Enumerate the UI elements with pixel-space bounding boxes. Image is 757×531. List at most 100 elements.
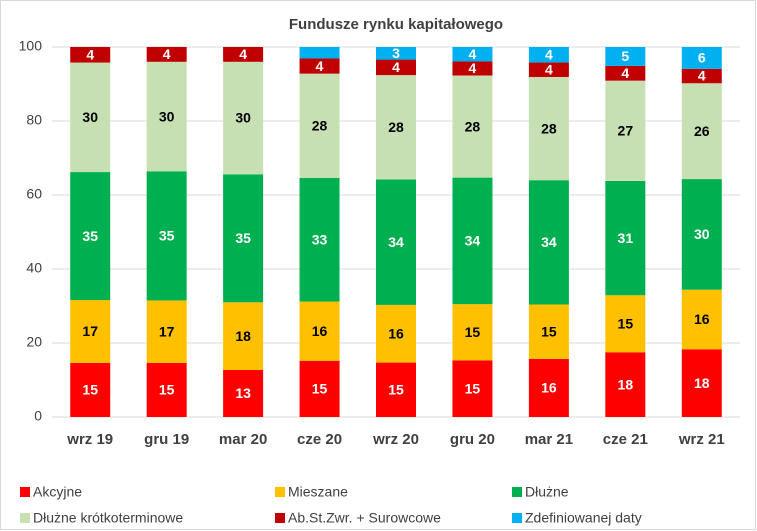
y-tick-label: 80 bbox=[26, 112, 42, 128]
bar-segment bbox=[605, 65, 646, 81]
x-tick-label: wrz 20 bbox=[372, 431, 419, 448]
data-label: 16 bbox=[541, 380, 557, 396]
bar-segment bbox=[528, 62, 569, 77]
bar-segment bbox=[299, 360, 340, 417]
data-label: 30 bbox=[159, 108, 175, 124]
bar-segment bbox=[681, 349, 722, 417]
data-label: 34 bbox=[465, 233, 481, 249]
data-label: 35 bbox=[82, 228, 98, 244]
bar-segment bbox=[605, 352, 646, 417]
bar-segment bbox=[452, 360, 493, 417]
legend-swatch bbox=[512, 487, 522, 497]
bar-segment bbox=[223, 370, 264, 417]
bar-segment bbox=[376, 59, 416, 76]
data-label: 28 bbox=[465, 118, 481, 134]
bar-segment bbox=[70, 362, 111, 417]
bar-segment bbox=[146, 300, 187, 363]
data-label: 4 bbox=[545, 46, 553, 62]
bar-segment bbox=[681, 47, 722, 69]
bar-segment bbox=[605, 295, 646, 353]
data-label: 35 bbox=[159, 228, 175, 244]
chart-title: Fundusze rynku kapitałowego bbox=[289, 16, 503, 33]
data-label: 4 bbox=[86, 46, 94, 62]
legend-label: Mieszane bbox=[288, 484, 348, 500]
legend-swatch bbox=[275, 513, 285, 523]
data-label: 4 bbox=[469, 46, 477, 62]
bar-segment bbox=[146, 171, 187, 301]
bar-segment bbox=[146, 61, 187, 172]
x-tick-label: wrz 19 bbox=[66, 431, 113, 448]
legend-label: Zdefiniowanej daty bbox=[525, 510, 642, 526]
data-label: 13 bbox=[235, 385, 251, 401]
data-label: 4 bbox=[545, 61, 553, 77]
data-label: 16 bbox=[312, 323, 328, 339]
bar-segment bbox=[146, 362, 187, 417]
y-tick-label: 20 bbox=[26, 334, 42, 350]
data-label: 35 bbox=[235, 230, 251, 246]
data-label: 28 bbox=[541, 120, 557, 136]
data-label: 3 bbox=[392, 45, 400, 61]
bar-segment bbox=[223, 61, 264, 175]
bar-segment bbox=[528, 76, 569, 181]
bar-segment bbox=[376, 179, 416, 305]
bar-segment bbox=[681, 179, 722, 290]
legend-swatch bbox=[20, 513, 30, 523]
data-label: 18 bbox=[618, 376, 634, 392]
legend-label: Akcyjne bbox=[33, 484, 82, 500]
bar-segment bbox=[528, 180, 569, 305]
data-label: 34 bbox=[541, 234, 557, 250]
x-tick-label: mar 21 bbox=[525, 431, 573, 448]
data-label: 30 bbox=[694, 226, 710, 242]
bar-segment bbox=[223, 174, 264, 303]
x-tick-label: cze 20 bbox=[297, 431, 342, 448]
data-label: 18 bbox=[235, 328, 251, 344]
data-label: 15 bbox=[312, 381, 328, 397]
data-label: 15 bbox=[618, 315, 634, 331]
bar-segment bbox=[528, 304, 569, 359]
data-label: 18 bbox=[694, 375, 710, 391]
bar-segment bbox=[146, 47, 187, 62]
bar-segment bbox=[528, 47, 569, 63]
bar-segment bbox=[452, 304, 493, 361]
data-label: 4 bbox=[316, 58, 324, 74]
data-label: 4 bbox=[621, 65, 629, 81]
data-label: 28 bbox=[312, 118, 328, 134]
legend-label: Dłużne bbox=[525, 484, 569, 500]
bar-segment bbox=[299, 58, 340, 74]
bar-segment bbox=[452, 47, 493, 62]
bar-segment bbox=[605, 47, 646, 66]
bar-segment bbox=[681, 68, 722, 84]
data-label: 34 bbox=[388, 234, 404, 250]
bar-segment bbox=[605, 180, 646, 296]
data-label: 4 bbox=[469, 60, 477, 76]
legend-label: Ab.St.Zwr. + Surowcowe bbox=[288, 510, 441, 526]
data-label: 15 bbox=[388, 382, 404, 398]
data-label: 15 bbox=[465, 380, 481, 396]
bar-segment bbox=[376, 75, 416, 180]
x-tick-label: gru 20 bbox=[450, 431, 495, 448]
bar-segment bbox=[223, 47, 264, 62]
bar-segment bbox=[452, 177, 493, 305]
data-label: 31 bbox=[618, 230, 634, 246]
data-label: 15 bbox=[159, 382, 175, 398]
data-label: 15 bbox=[465, 324, 481, 340]
x-tick-label: gru 19 bbox=[144, 431, 189, 448]
bar-segment bbox=[605, 80, 646, 181]
data-label: 4 bbox=[239, 46, 247, 62]
legend-swatch bbox=[20, 487, 30, 497]
y-tick-label: 40 bbox=[26, 260, 42, 276]
data-label: 27 bbox=[618, 123, 634, 139]
data-label: 30 bbox=[235, 110, 251, 126]
legend-swatch bbox=[275, 487, 285, 497]
legend-label: Dłużne krótkoterminowe bbox=[33, 510, 183, 526]
data-label: 26 bbox=[694, 123, 710, 139]
bar-segment bbox=[223, 302, 264, 371]
bar-segment bbox=[299, 47, 340, 59]
bar-segment bbox=[681, 83, 722, 180]
y-tick-label: 60 bbox=[26, 186, 42, 202]
y-tick-label: 0 bbox=[34, 408, 42, 424]
data-label: 33 bbox=[312, 231, 328, 247]
legend-swatch bbox=[512, 513, 522, 523]
data-label: 5 bbox=[621, 48, 629, 64]
bar-segment bbox=[70, 47, 111, 63]
